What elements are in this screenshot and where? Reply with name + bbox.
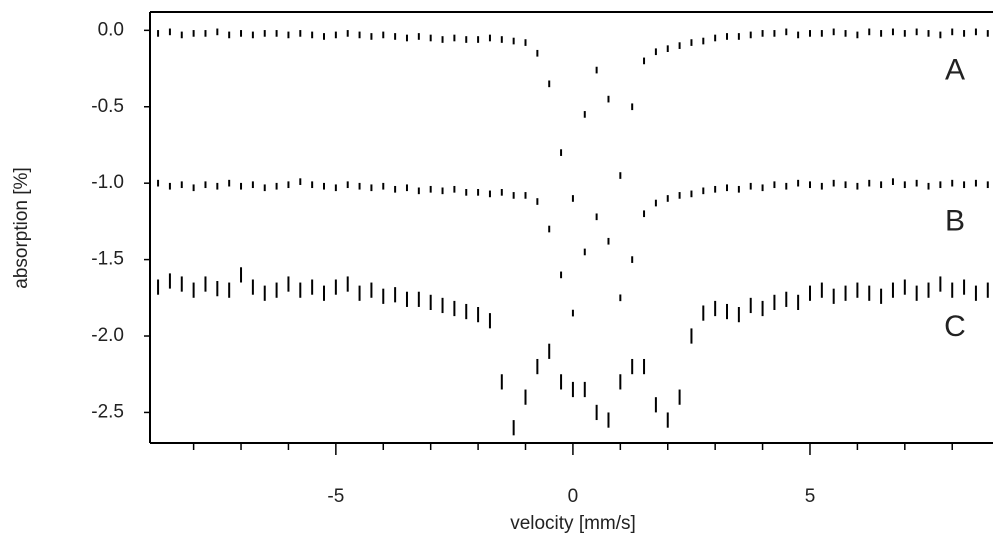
x-tick-label: -5 — [327, 486, 344, 507]
x-tick-label: 5 — [805, 486, 816, 507]
y-tick-label: -2.5 — [91, 401, 124, 422]
series-name: C — [944, 310, 966, 343]
x-tick-label: 0 — [568, 486, 579, 507]
y-axis-title: absorption [%] — [11, 167, 32, 288]
y-tick-label: -2.0 — [91, 325, 124, 346]
y-tick-label: -1.0 — [91, 172, 124, 193]
y-tick-label: 0.0 — [98, 19, 124, 40]
series-name: B — [945, 205, 965, 238]
y-tick-label: -1.5 — [91, 249, 124, 270]
series-name: A — [945, 53, 965, 86]
y-tick-label: -0.5 — [91, 96, 124, 117]
x-axis-title: velocity [mm/s] — [510, 513, 636, 534]
